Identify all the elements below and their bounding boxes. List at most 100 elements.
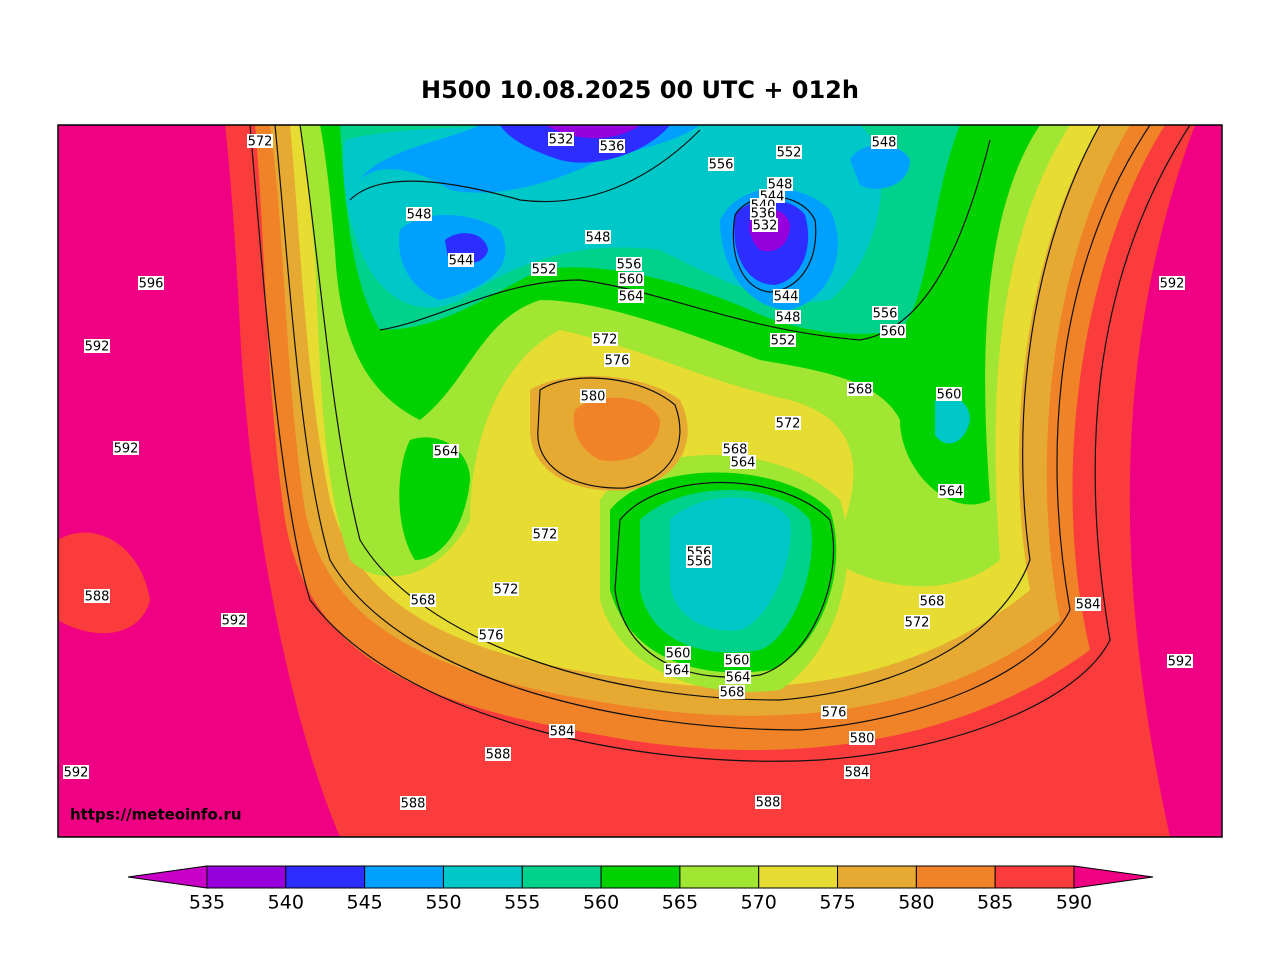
contour-label: 572 [248, 135, 273, 150]
contour-label: 576 [822, 706, 847, 721]
label-box [849, 731, 875, 745]
colorbar-box [994, 865, 1075, 889]
map-field [58, 125, 1222, 837]
contour-label: 548 [407, 208, 432, 223]
label-box [773, 289, 799, 303]
contour-label: 552 [777, 146, 802, 161]
label-box [400, 796, 426, 810]
colorbar-label: 575 [819, 892, 855, 914]
contour-label: 592 [85, 340, 110, 355]
colorbar: 535 540 545 550 555 560 565 570 575 580 585 590 [127, 865, 1154, 914]
contour-label: 564 [726, 671, 751, 686]
colorbar-label: 585 [977, 892, 1013, 914]
contour-label: 564 [665, 664, 690, 679]
contour-label: 564 [731, 456, 756, 471]
contour-label: 588 [401, 797, 426, 812]
label-box [247, 134, 273, 148]
contour-label: 592 [1160, 277, 1185, 292]
colorbar-box [206, 865, 287, 889]
label-box [485, 747, 511, 761]
label-box [599, 139, 625, 153]
contour-labels: 5725325365565525485485485445405365325485… [63, 132, 1193, 812]
contour-label: 560 [937, 388, 962, 403]
label-box [1167, 654, 1193, 668]
label-box [767, 177, 793, 191]
colorbar-label: 550 [425, 892, 461, 914]
colorbar-box [758, 865, 839, 889]
watermark: https://meteoinfo.ru [70, 806, 242, 824]
contour-label: 552 [771, 334, 796, 349]
label-box [938, 484, 964, 498]
label-box [531, 262, 557, 276]
contour-label: 572 [494, 583, 519, 598]
colorbar-label: 540 [268, 892, 304, 914]
label-box [686, 554, 712, 568]
map-frame [57, 124, 1223, 838]
contour-label: 568 [920, 595, 945, 610]
label-box [1159, 276, 1185, 290]
contour-label: 568 [723, 443, 748, 458]
label-box [478, 628, 504, 642]
colorbar-box [600, 865, 681, 889]
label-box [549, 724, 575, 738]
contour-label: 592 [114, 442, 139, 457]
colorbar-box [837, 865, 917, 889]
contour-label: 560 [725, 654, 750, 669]
colorbar-box [915, 865, 996, 889]
contour-label: 584 [550, 725, 575, 740]
label-box [872, 306, 898, 320]
contour-label: 580 [581, 390, 606, 405]
label-box [724, 653, 750, 667]
label-box [616, 257, 642, 271]
label-box [585, 230, 611, 244]
colorbar-label: 570 [741, 892, 777, 914]
label-box [592, 332, 618, 346]
label-box [410, 593, 436, 607]
contour-label: 572 [776, 417, 801, 432]
contour-label: 568 [720, 686, 745, 701]
contour-label: 564 [619, 290, 644, 305]
label-box [665, 646, 691, 660]
label-box [770, 333, 796, 347]
label-box [433, 444, 459, 458]
label-box [847, 382, 873, 396]
label-box [532, 527, 558, 541]
colorbar-extend-high [1073, 865, 1154, 889]
contour-label: 556 [687, 555, 712, 570]
contour-label: 572 [905, 616, 930, 631]
contour-label: 564 [939, 485, 964, 500]
label-box [548, 132, 574, 146]
contour-label: 588 [486, 748, 511, 763]
contour-label: 568 [411, 594, 436, 609]
label-box [821, 705, 847, 719]
contour-label: 544 [774, 290, 799, 305]
contour-label: 556 [709, 158, 734, 173]
contour-label: 580 [850, 732, 875, 747]
label-box [725, 670, 751, 684]
contour-label: 592 [1168, 655, 1193, 670]
contour-label: 568 [848, 383, 873, 398]
contour-label: 588 [756, 796, 781, 811]
contour-label: 564 [434, 445, 459, 460]
contour-label: 536 [751, 207, 776, 222]
contour-label: 548 [776, 311, 801, 326]
label-box [708, 157, 734, 171]
contour-label: 556 [617, 258, 642, 273]
contour-label: 592 [222, 614, 247, 629]
label-box [722, 442, 748, 456]
label-box [844, 765, 870, 779]
colorbar-box [679, 865, 760, 889]
contour-label: 552 [532, 263, 557, 278]
contour-label: 576 [605, 354, 630, 369]
label-box [448, 253, 474, 267]
contour-label: 596 [139, 277, 164, 292]
label-box [776, 145, 802, 159]
contour-label: 548 [768, 178, 793, 193]
colorbar-label: 580 [898, 892, 934, 914]
label-box [775, 310, 801, 324]
contour-label: 544 [449, 254, 474, 269]
label-box [113, 441, 139, 455]
colorbar-label: 545 [347, 892, 383, 914]
contour-label: 536 [600, 140, 625, 155]
